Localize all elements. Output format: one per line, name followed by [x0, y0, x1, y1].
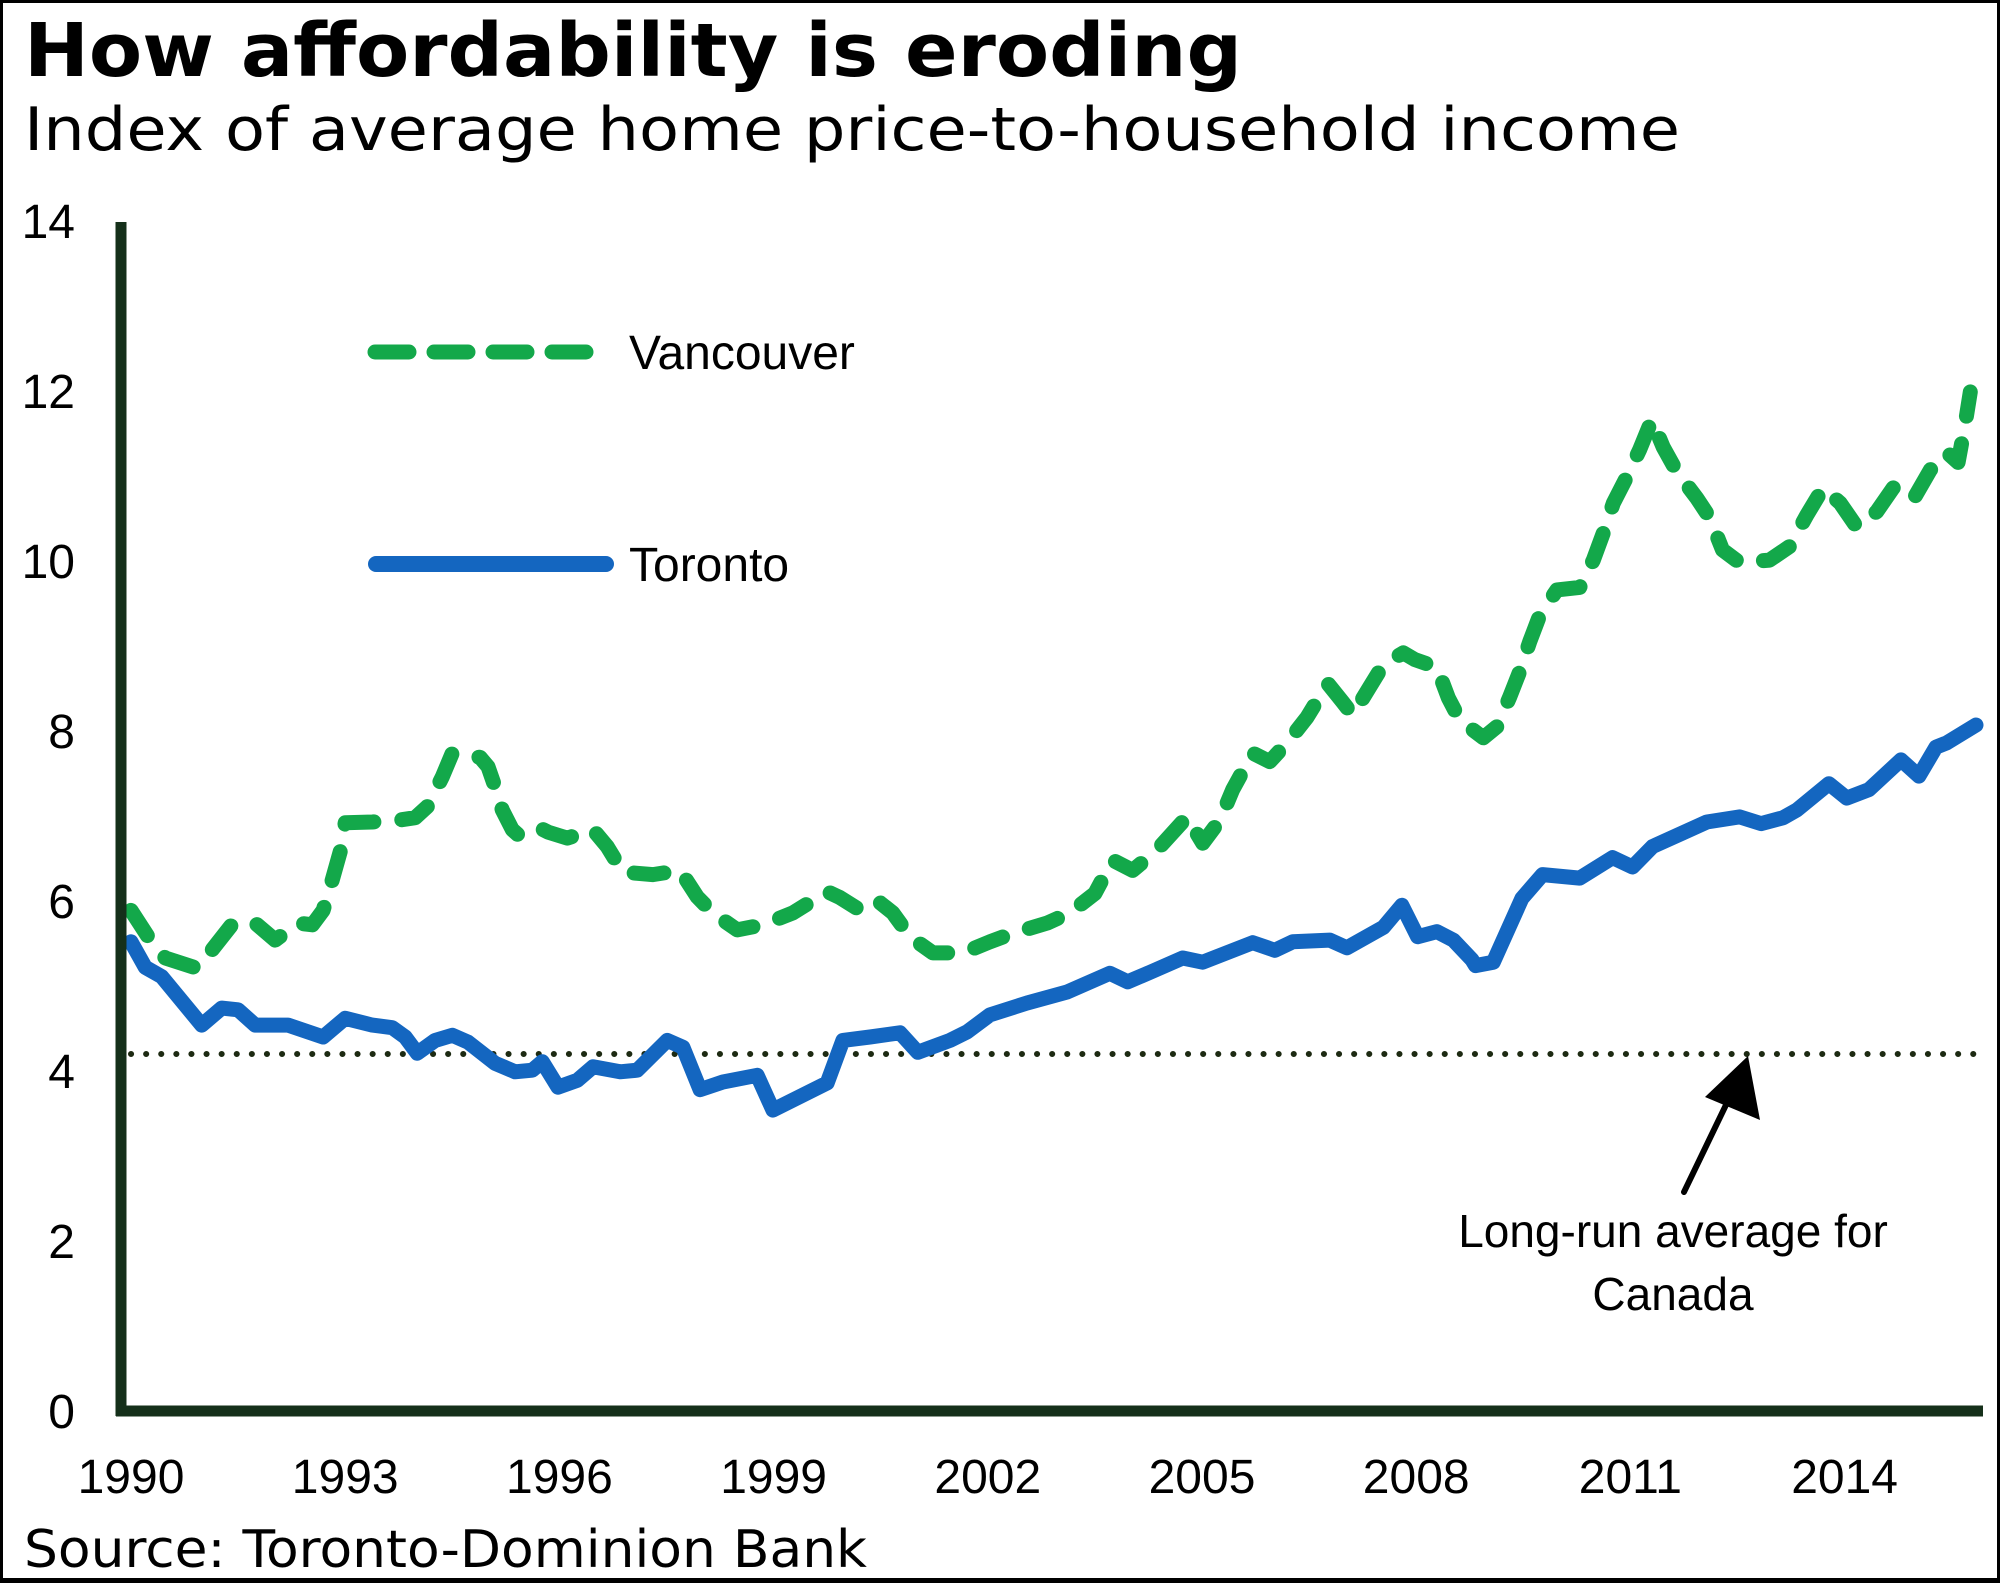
- x-tick-label: 2002: [934, 1451, 1041, 1504]
- vancouver-series-line: [123, 384, 1978, 976]
- y-tick-labels: 0 2 4 6 8 10 12 14: [22, 196, 75, 1439]
- source-note: Source: Toronto-Dominion Bank: [24, 1520, 867, 1580]
- x-tick-label: 1996: [506, 1451, 613, 1504]
- y-tick-label: 8: [48, 706, 75, 759]
- legend-toronto-label: Toronto: [629, 539, 789, 592]
- legend: Vancouver Toronto: [367, 327, 855, 592]
- y-tick-label: 4: [48, 1046, 75, 1099]
- chart-subtitle: Index of average home price-to-household…: [24, 95, 1680, 165]
- x-tick-labels: 1990 1993 1996 1999 2002 2005 2008 2011 2014: [78, 1451, 1898, 1504]
- y-tick-label: 12: [22, 366, 75, 419]
- y-tick-label: 10: [22, 536, 75, 589]
- y-tick-label: 6: [48, 876, 75, 929]
- x-tick-label: 1993: [292, 1451, 399, 1504]
- x-tick-label: 2014: [1791, 1451, 1898, 1504]
- annotation: Long-run average for Canada: [1458, 1056, 1888, 1320]
- x-tick-label: 1999: [720, 1451, 827, 1504]
- x-tick-label: 2011: [1579, 1451, 1682, 1504]
- annotation-label-line2: Canada: [1592, 1268, 1754, 1320]
- y-tick-label: 2: [48, 1216, 75, 1269]
- toronto-series-line: [123, 717, 1984, 1118]
- x-tick-label: 2005: [1149, 1451, 1256, 1504]
- y-tick-label: 14: [22, 196, 75, 249]
- annotation-arrow-icon: [1705, 1056, 1760, 1120]
- chart-title: How affordability is eroding: [24, 8, 1242, 94]
- x-tick-label: 2008: [1363, 1451, 1470, 1504]
- y-tick-label: 0: [48, 1386, 75, 1439]
- legend-vancouver-label: Vancouver: [629, 327, 855, 380]
- x-tick-label: 1990: [78, 1451, 185, 1504]
- annotation-label-line1: Long-run average for: [1458, 1205, 1888, 1257]
